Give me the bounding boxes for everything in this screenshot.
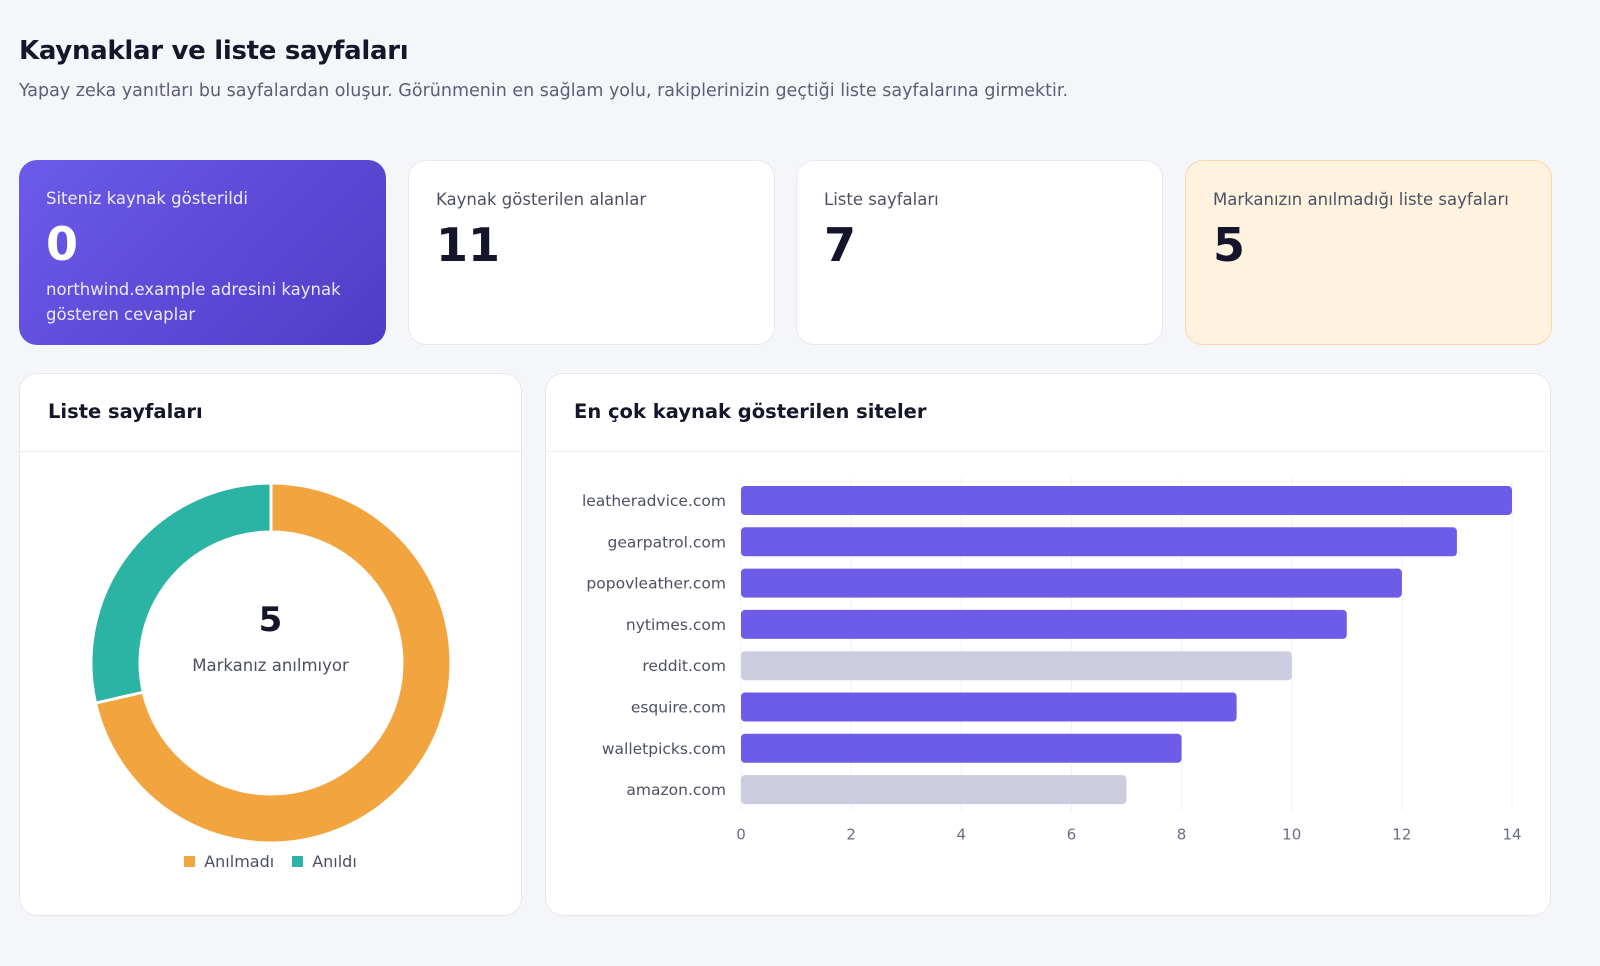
- stat-label: Liste sayfaları: [824, 190, 939, 209]
- bar-reddit.com[interactable]: [741, 651, 1292, 681]
- stat-value: 5: [1213, 218, 1246, 272]
- y-tick-label: nytimes.com: [626, 616, 726, 634]
- x-tick-label: 8: [1177, 825, 1187, 843]
- x-tick-label: 6: [1067, 825, 1077, 843]
- legend-label: Anıldı: [312, 852, 357, 871]
- stat-label: Markanızın anılmadığı liste sayfaları: [1213, 190, 1509, 209]
- y-tick-label: amazon.com: [626, 781, 726, 799]
- page-subtitle: Yapay zeka yanıtları bu sayfalardan oluş…: [19, 81, 1069, 101]
- donut-center-value: 5: [258, 600, 283, 640]
- legend-swatch: [292, 856, 304, 867]
- bar-chart: 0 2 4 6 8 10 12 14 leatheradvice.com gearpatrol.c…: [582, 478, 1522, 843]
- stat-value: 7: [824, 218, 857, 272]
- bar-nytimes.com[interactable]: [741, 609, 1347, 639]
- stat-label: Siteniz kaynak gösterildi: [46, 189, 248, 208]
- y-tick-label: popovleather.com: [586, 575, 726, 593]
- legend-item-mentioned[interactable]: Anıldı: [292, 852, 357, 871]
- donut-slice-Anıldı[interactable]: [89, 481, 273, 705]
- x-tick-label: 0: [736, 825, 746, 843]
- y-tick-label: gearpatrol.com: [607, 533, 726, 551]
- bar-gearpatrol.com[interactable]: [741, 527, 1457, 557]
- y-tick-label: walletpicks.com: [602, 740, 726, 758]
- donut-slice-Anılmadı[interactable]: [93, 481, 453, 845]
- stat-description: northwind.example adresini kaynak göster…: [46, 280, 341, 324]
- top-cited-sites-panel: En çok kaynak gösterilen siteler 0 2 4 6 8 10…: [545, 373, 1551, 916]
- bar-amazon.com[interactable]: [741, 775, 1127, 805]
- donut-center-label: Markanız anılmıyor: [192, 656, 349, 675]
- x-tick-label: 4: [957, 825, 967, 843]
- bar-leatheradvice.com[interactable]: [741, 486, 1512, 515]
- page-title: Kaynaklar ve liste sayfaları: [19, 36, 409, 66]
- y-tick-label: esquire.com: [631, 699, 726, 717]
- stat-label: Kaynak gösterilen alanlar: [436, 190, 647, 209]
- stat-card-cited-domains: Kaynak gösterilen alanlar 11: [408, 160, 775, 345]
- chart-legend: Anılmadı Anıldı: [20, 852, 521, 871]
- legend-swatch: [184, 856, 196, 867]
- bar-walletpicks.com[interactable]: [741, 733, 1182, 763]
- x-tick-label: 2: [846, 825, 856, 843]
- donut-svg: [89, 481, 453, 845]
- y-tick-label: reddit.com: [642, 657, 726, 675]
- stat-value: 11: [436, 218, 501, 272]
- bar-esquire.com[interactable]: [741, 692, 1237, 722]
- stat-card-cited: Siteniz kaynak gösterildi 0 northwind.ex…: [19, 160, 386, 345]
- x-tick-label: 10: [1282, 825, 1301, 843]
- x-tick-label: 14: [1502, 825, 1521, 843]
- donut-chart: 5 Markanız anılmıyor Anılmadı Anıldı: [20, 452, 521, 915]
- stat-card-list-pages: Liste sayfaları 7: [796, 160, 1163, 345]
- bar-popovleather.com[interactable]: [741, 568, 1402, 598]
- panel-title: En çok kaynak gösterilen siteler: [546, 374, 1550, 452]
- y-tick-label: leatheradvice.com: [582, 492, 726, 510]
- x-tick-label: 12: [1392, 825, 1411, 843]
- legend-label: Anılmadı: [204, 852, 275, 871]
- legend-item-unmentioned[interactable]: Anılmadı: [184, 852, 274, 871]
- list-pages-panel: Liste sayfaları 5 Markanız anılmıyor Anı…: [19, 373, 522, 916]
- panel-title: Liste sayfaları: [20, 374, 521, 452]
- stat-card-unmentioned: Markanızın anılmadığı liste sayfaları 5: [1185, 160, 1552, 345]
- stat-value: 0: [46, 217, 79, 271]
